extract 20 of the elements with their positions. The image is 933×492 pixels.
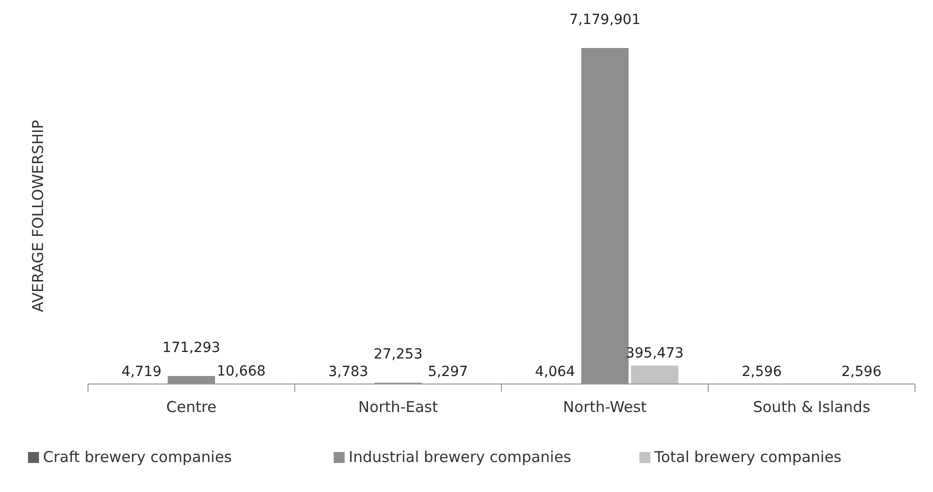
data-label: 395,473 bbox=[626, 345, 684, 362]
bar bbox=[631, 365, 678, 384]
data-label: 4,064 bbox=[535, 364, 576, 380]
data-label: 7,179,901 bbox=[569, 12, 641, 28]
x-tick-label: Centre bbox=[166, 398, 216, 416]
legend-label: Craft brewery companies bbox=[43, 448, 232, 466]
x-tick-label: North-East bbox=[358, 398, 438, 416]
data-label: 171,293 bbox=[162, 340, 220, 356]
legend-label: Industrial brewery companies bbox=[348, 448, 572, 466]
data-label: 2,596 bbox=[841, 364, 882, 380]
data-label: 3,783 bbox=[328, 364, 368, 380]
data-label: 4,719 bbox=[122, 364, 162, 380]
x-tick-label: South & Islands bbox=[752, 398, 870, 416]
y-axis-title: AVERAGE FOLLOWERSHIP bbox=[29, 120, 47, 312]
data-label: 2,596 bbox=[742, 364, 782, 380]
data-label: 5,297 bbox=[428, 364, 468, 380]
x-tick-label: North-West bbox=[563, 398, 647, 416]
legend-label: Total brewery companies bbox=[653, 448, 842, 466]
data-label: 10,668 bbox=[216, 364, 266, 380]
data-label: 27,253 bbox=[374, 346, 423, 363]
